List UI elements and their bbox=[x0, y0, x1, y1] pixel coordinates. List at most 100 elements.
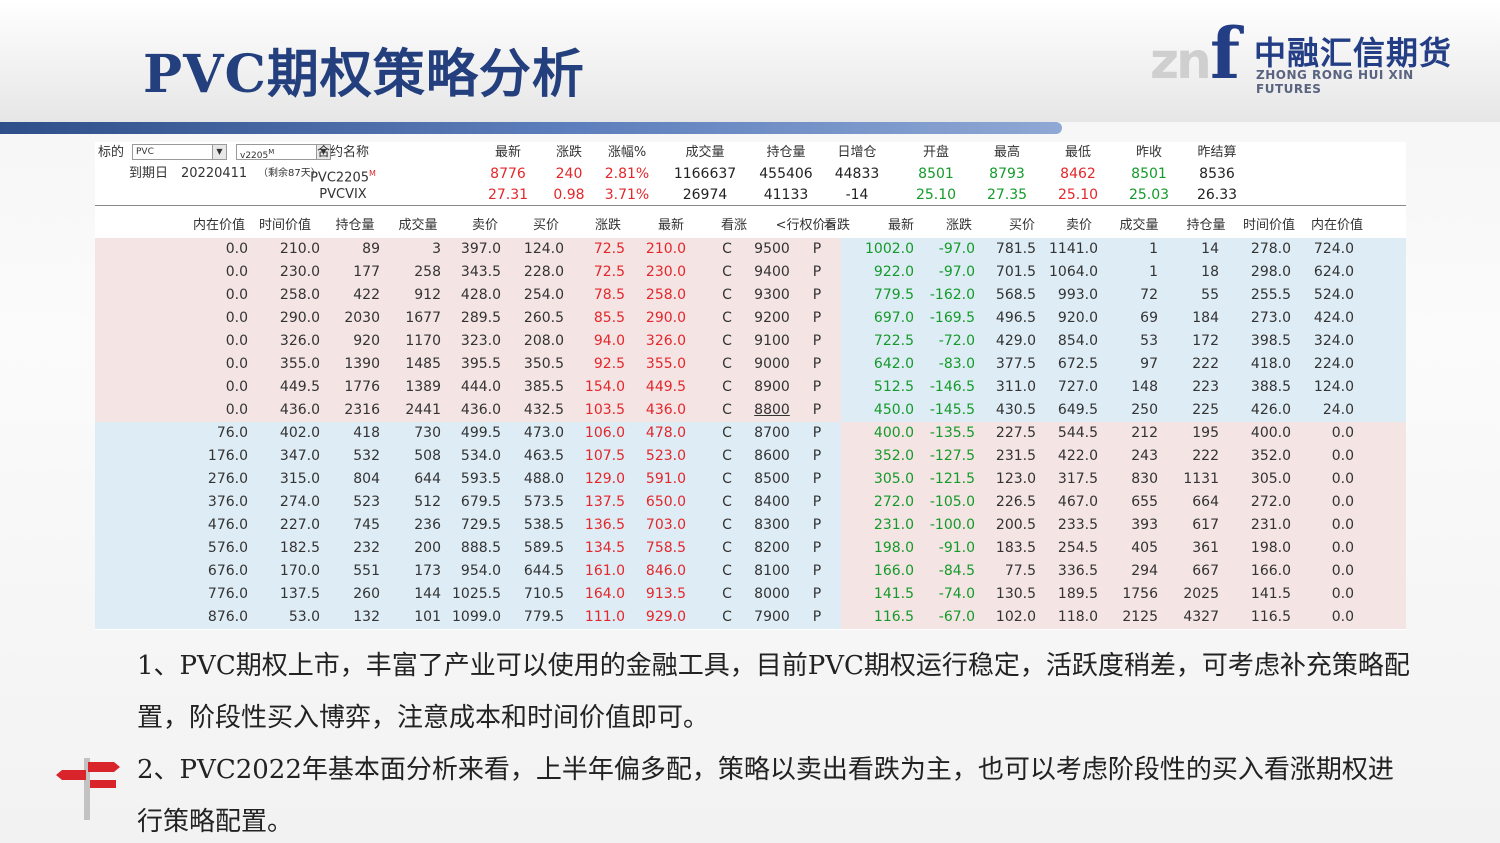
put-cell: 467.0 bbox=[1057, 494, 1098, 510]
put-cell: 1 bbox=[1149, 241, 1158, 257]
underlying-select[interactable]: PVC ▼ bbox=[132, 144, 227, 160]
option-row: 0.0 290.0 2030 1677 289.5 260.5 85.5 290.0 C 9200… bbox=[95, 307, 1406, 330]
put-cell: 294 bbox=[1131, 563, 1158, 579]
put-flag: P bbox=[812, 356, 822, 372]
call-cell: 161.0 bbox=[584, 563, 625, 579]
call-side-bg bbox=[95, 468, 841, 491]
put-cell: 544.5 bbox=[1057, 425, 1098, 441]
call-cell: 0.0 bbox=[225, 379, 248, 395]
put-cell: -127.5 bbox=[929, 448, 975, 464]
call-cell: 532 bbox=[353, 448, 380, 464]
call-cell: 463.5 bbox=[523, 448, 564, 464]
call-cell: 395.5 bbox=[460, 356, 501, 372]
call-cell: 236 bbox=[414, 517, 441, 533]
quote-col-header: 日增仓 bbox=[837, 145, 877, 160]
put-side-bg bbox=[841, 537, 1406, 560]
put-cell: 336.5 bbox=[1057, 563, 1098, 579]
call-cell: 347.0 bbox=[279, 448, 320, 464]
quote-cell: 8501 bbox=[1131, 166, 1167, 182]
put-cell: -162.0 bbox=[929, 287, 975, 303]
contract-select[interactable]: v2205M ▼ bbox=[236, 144, 331, 161]
call-side-bg bbox=[95, 537, 841, 560]
option-col-header: 时间价值 bbox=[1242, 218, 1295, 233]
call-flag: C bbox=[722, 540, 732, 556]
call-cell: 144 bbox=[414, 586, 441, 602]
panel-divider bbox=[95, 205, 1406, 206]
call-cell: 132 bbox=[353, 609, 380, 625]
call-cell: 78.5 bbox=[593, 287, 625, 303]
put-cell: 224.0 bbox=[1313, 356, 1354, 372]
put-cell: 400.0 bbox=[873, 425, 914, 441]
strike-price: 8400 bbox=[754, 494, 790, 510]
quote-contract-flag: M bbox=[369, 169, 376, 178]
strike-price: 9400 bbox=[754, 264, 790, 280]
put-cell: -74.0 bbox=[938, 586, 975, 602]
quote-col-header: 昨收 bbox=[1135, 145, 1162, 160]
put-cell: 0.0 bbox=[1331, 586, 1354, 602]
put-cell: 231.0 bbox=[1250, 517, 1291, 533]
call-side-bg bbox=[95, 445, 841, 468]
put-cell: 272.0 bbox=[1250, 494, 1291, 510]
call-cell: 1776 bbox=[344, 379, 380, 395]
put-cell: 198.0 bbox=[1250, 540, 1291, 556]
strike-price: 8000 bbox=[754, 586, 790, 602]
put-cell: 398.5 bbox=[1250, 333, 1291, 349]
call-side-bg bbox=[95, 238, 841, 261]
put-cell: -135.5 bbox=[929, 425, 975, 441]
put-cell: 0.0 bbox=[1331, 517, 1354, 533]
put-cell: 2025 bbox=[1183, 586, 1219, 602]
option-col-header: 卖价 bbox=[471, 218, 498, 233]
put-cell: 55 bbox=[1201, 287, 1219, 303]
call-cell: 230.0 bbox=[279, 264, 320, 280]
put-cell: 4327 bbox=[1183, 609, 1219, 625]
call-cell: 2441 bbox=[405, 402, 441, 418]
option-col-header: 买价 bbox=[532, 218, 559, 233]
call-cell: 92.5 bbox=[593, 356, 625, 372]
option-quote-panel: 标的 PVC ▼ v2205M ▼ 合约名称 最新 涨跌 涨幅% 成交量 持仓量 日增仓 开盘… bbox=[95, 142, 1406, 630]
call-side-bg bbox=[95, 284, 841, 307]
call-flag: C bbox=[722, 517, 732, 533]
call-cell: 444.0 bbox=[460, 379, 501, 395]
put-cell: 0.0 bbox=[1331, 425, 1354, 441]
call-flag: C bbox=[722, 287, 732, 303]
call-cell: 154.0 bbox=[584, 379, 625, 395]
call-cell: 710.5 bbox=[523, 586, 564, 602]
quote-cell: 8462 bbox=[1060, 166, 1096, 182]
put-cell: 727.0 bbox=[1057, 379, 1098, 395]
call-cell: 260 bbox=[353, 586, 380, 602]
option-col-header: 成交量 bbox=[398, 218, 438, 233]
call-cell: 173 bbox=[414, 563, 441, 579]
put-cell: 922.0 bbox=[873, 264, 914, 280]
call-cell: 436.0 bbox=[645, 402, 686, 418]
option-col-header: 买价 bbox=[1008, 218, 1035, 233]
quote-cell: 26974 bbox=[682, 187, 728, 203]
option-col-header: 持仓量 bbox=[1186, 218, 1226, 233]
call-cell: 0.0 bbox=[225, 241, 248, 257]
option-row: 876.0 53.0 132 101 1099.0 779.5 111.0 929.0 C 790… bbox=[95, 606, 1406, 629]
call-cell: 254.0 bbox=[523, 287, 564, 303]
put-cell: 250 bbox=[1131, 402, 1158, 418]
put-cell: 1 bbox=[1149, 264, 1158, 280]
slide-title: PVC期权策略分析 bbox=[143, 44, 585, 105]
signpost-icon bbox=[56, 758, 120, 820]
put-flag: P bbox=[812, 448, 822, 464]
quote-header-row-1: 标的 PVC ▼ v2205M ▼ 合约名称 最新 涨跌 涨幅% 成交量 持仓量 日增仓 开盘… bbox=[95, 142, 1406, 164]
put-cell: 697.0 bbox=[873, 310, 914, 326]
call-cell: 323.0 bbox=[460, 333, 501, 349]
put-flag: P bbox=[812, 402, 822, 418]
put-cell: 0.0 bbox=[1331, 471, 1354, 487]
put-cell: 200.5 bbox=[995, 517, 1036, 533]
quote-cell: 27.31 bbox=[487, 187, 529, 203]
put-cell: 393 bbox=[1131, 517, 1158, 533]
quote-cell: 8793 bbox=[989, 166, 1025, 182]
call-cell: 488.0 bbox=[523, 471, 564, 487]
put-cell: 18 bbox=[1201, 264, 1219, 280]
call-cell: 137.5 bbox=[584, 494, 625, 510]
call-cell: 136.5 bbox=[584, 517, 625, 533]
put-cell: 130.5 bbox=[995, 586, 1036, 602]
put-cell: 311.0 bbox=[995, 379, 1036, 395]
put-cell: 0.0 bbox=[1331, 563, 1354, 579]
strike-price: 8900 bbox=[754, 379, 790, 395]
quote-cell: 41133 bbox=[763, 187, 809, 203]
put-cell: 2125 bbox=[1122, 609, 1158, 625]
